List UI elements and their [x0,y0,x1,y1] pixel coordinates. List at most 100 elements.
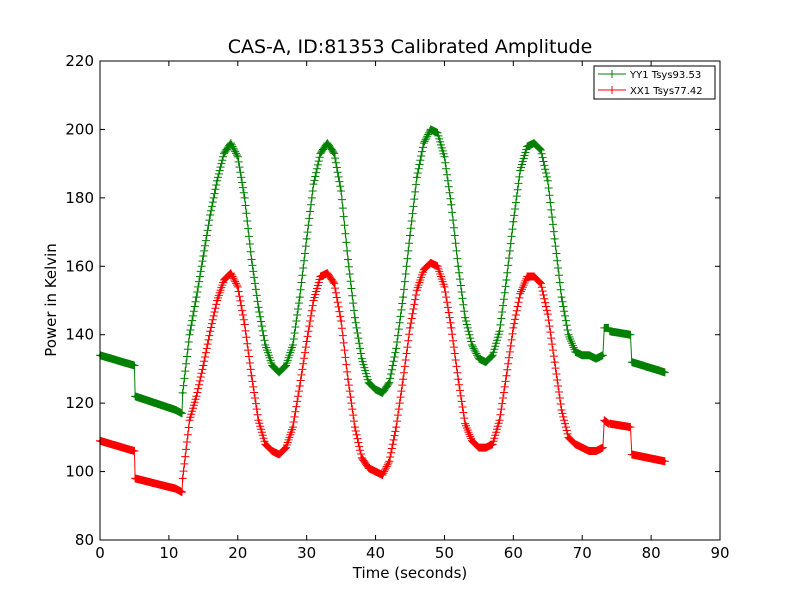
data-point [326,141,329,145]
data-point [181,391,184,395]
data-point [353,316,357,319]
y-axis-label: Power in Kelvin [42,243,60,357]
data-point [277,453,281,456]
data-point [525,275,529,278]
data-point [367,381,370,384]
data-point [333,282,336,285]
data-point [243,323,246,326]
data-point [594,449,598,453]
data-point [298,295,301,299]
legend-label: XX1 Tsys77.42 [630,86,703,97]
data-point [560,295,563,299]
x-tick-label: 40 [366,544,385,562]
data-point [188,419,191,422]
x-tick-label: 0 [95,544,105,562]
data-point [539,148,543,152]
x-tick-label: 10 [159,544,178,562]
data-point [312,299,315,302]
data-point [188,333,191,336]
data-point [532,141,536,145]
y-tick-label: 100 [65,463,94,481]
series-markers [96,125,669,418]
y-tick-label: 200 [65,120,94,138]
data-point [429,128,432,131]
data-point [401,295,405,299]
data-point [498,419,501,422]
data-point [519,292,522,295]
data-point [291,425,295,429]
y-tick-label: 80 [75,531,94,549]
data-point [215,179,219,182]
data-point [443,285,446,289]
data-point [630,453,634,456]
data-point [512,326,515,330]
data-point [505,278,508,282]
series-1 [96,125,669,418]
series-markers [96,258,669,497]
legend-marker [608,70,616,78]
data-point [663,460,667,463]
data-point [401,377,405,381]
x-axis-label: Time (seconds) [352,564,468,582]
data-point [436,131,439,135]
data-point [470,439,474,442]
data-point [574,443,577,446]
data-point [360,456,363,460]
legend-label: YY1 Tsys93.53 [629,70,701,81]
x-tick-label: 30 [297,544,316,562]
data-point [202,364,205,367]
data-point [202,254,205,258]
data-point [581,354,584,357]
data-point [429,261,432,265]
data-point [629,425,632,429]
data-point [209,330,212,333]
data-point [607,326,610,330]
data-point [305,340,308,343]
y-tick-label: 160 [65,257,94,275]
data-point [367,466,370,470]
data-point [346,377,350,381]
legend: YY1 Tsys93.53 XX1 Tsys77.42 [593,65,716,100]
data-point [422,141,425,145]
legend-box [593,65,716,100]
data-point [326,271,329,275]
data-point [663,371,667,374]
data-point [395,347,398,350]
plot-area [96,125,669,497]
data-point [236,155,239,158]
data-point [180,412,184,415]
data-point [484,360,487,364]
data-point [395,425,398,429]
data-point [587,449,591,453]
data-point [457,265,460,268]
axes-frame [99,60,721,541]
legend-marker [608,86,616,94]
data-point [512,220,515,224]
data-point [339,189,343,193]
data-point [491,354,494,357]
data-point [457,377,460,381]
data-point [264,343,267,347]
data-point [257,419,260,422]
data-point [243,196,246,200]
data-point [284,446,288,449]
data-point [553,360,556,364]
data-point [236,285,239,289]
data-point [498,330,501,333]
data-point [195,395,198,398]
data-point [415,176,419,179]
data-point [257,306,260,309]
data-point [180,490,184,494]
data-point [360,357,363,360]
data-point [581,446,584,449]
data-point [381,473,384,477]
data-point [477,446,481,449]
data-point [215,299,219,302]
data-point [470,343,474,347]
axis-ticks: 0 10 20 30 40 50 60 70 80 90 80 100 120 140 160 180 200 2… [65,52,729,562]
data-point [229,271,233,275]
data-point [174,487,177,490]
data-point [250,374,253,377]
data-point [408,326,412,330]
